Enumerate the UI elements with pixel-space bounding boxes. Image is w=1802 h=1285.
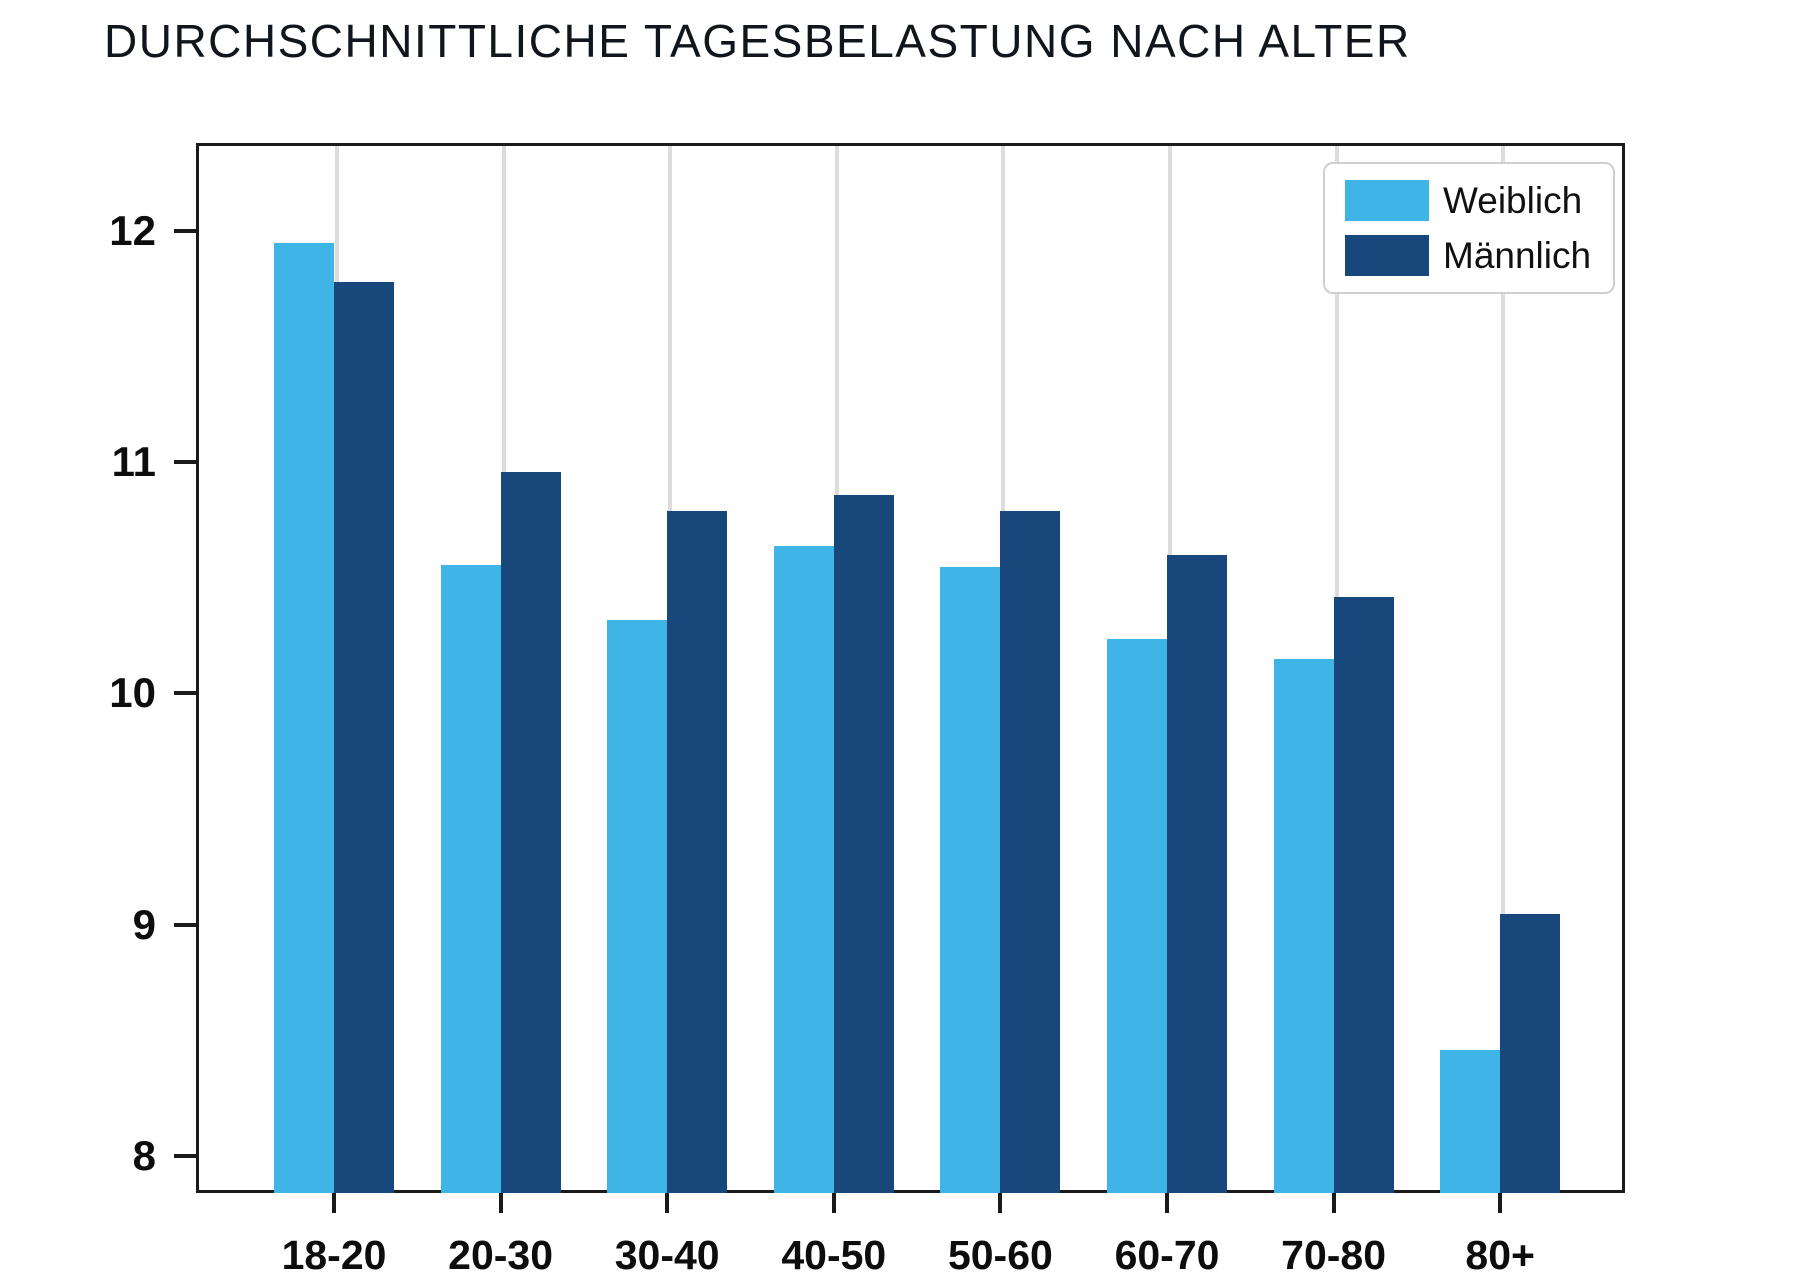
bar-weiblich	[1273, 659, 1334, 1193]
x-tick-mark	[998, 1193, 1003, 1213]
y-tick-mark	[174, 228, 196, 233]
x-tick-label: 18-20	[281, 1232, 387, 1278]
y-tick-mark	[174, 691, 196, 696]
y-tick-mark	[174, 460, 196, 465]
legend: Weiblich Männlich	[1323, 162, 1616, 294]
x-tick-label: 30-40	[614, 1232, 720, 1278]
legend-item-weiblich: Weiblich	[1345, 180, 1591, 221]
x-tick-label: 40-50	[781, 1232, 887, 1278]
x-tick-label: 20-30	[448, 1232, 554, 1278]
y-tick-label: 8	[132, 1131, 156, 1179]
x-tick-label: 50-60	[947, 1232, 1053, 1278]
bar-maennlich	[334, 282, 394, 1193]
bar-maennlich	[1500, 913, 1561, 1193]
x-tick-mark	[831, 1193, 836, 1213]
legend-swatch-weiblich	[1345, 180, 1429, 221]
y-tick-label: 9	[132, 900, 156, 948]
bar-maennlich	[1167, 555, 1227, 1193]
bar-maennlich	[667, 511, 728, 1193]
plot-area	[196, 143, 1625, 1193]
bar-maennlich	[500, 472, 561, 1193]
x-tick-mark	[665, 1193, 670, 1213]
bar-weiblich	[274, 243, 334, 1193]
y-tick-label: 12	[109, 206, 156, 254]
y-tick-label: 10	[109, 669, 156, 717]
legend-item-maennlich: Männlich	[1345, 235, 1591, 276]
bar-weiblich	[1107, 638, 1167, 1193]
bar-weiblich	[1440, 1050, 1501, 1193]
x-tick-mark	[1498, 1193, 1503, 1213]
x-tick-label: 80+	[1465, 1232, 1535, 1278]
y-tick-mark	[174, 1153, 196, 1158]
legend-label-maennlich: Männlich	[1443, 235, 1592, 276]
legend-label-weiblich: Weiblich	[1443, 180, 1583, 221]
y-tick-label: 11	[111, 438, 156, 486]
x-tick-mark	[1165, 1193, 1169, 1213]
bar-maennlich	[1333, 596, 1394, 1193]
x-tick-label: 70-80	[1281, 1232, 1387, 1278]
bar-maennlich	[1000, 511, 1061, 1193]
y-tick-mark	[174, 922, 196, 927]
bar-weiblich	[940, 566, 1001, 1193]
x-tick-label: 60-70	[1114, 1232, 1220, 1278]
bar-weiblich	[773, 546, 834, 1193]
x-tick-mark	[498, 1193, 503, 1213]
x-tick-mark	[332, 1193, 336, 1213]
chart-title: DURCHSCHNITTLICHE TAGESBELASTUNG NACH AL…	[104, 15, 1411, 67]
bar-weiblich	[440, 564, 501, 1193]
x-tick-mark	[1331, 1193, 1336, 1213]
legend-swatch-maennlich	[1345, 235, 1429, 276]
bar-maennlich	[833, 495, 894, 1193]
gridline	[1501, 146, 1506, 1190]
bar-weiblich	[607, 620, 668, 1193]
